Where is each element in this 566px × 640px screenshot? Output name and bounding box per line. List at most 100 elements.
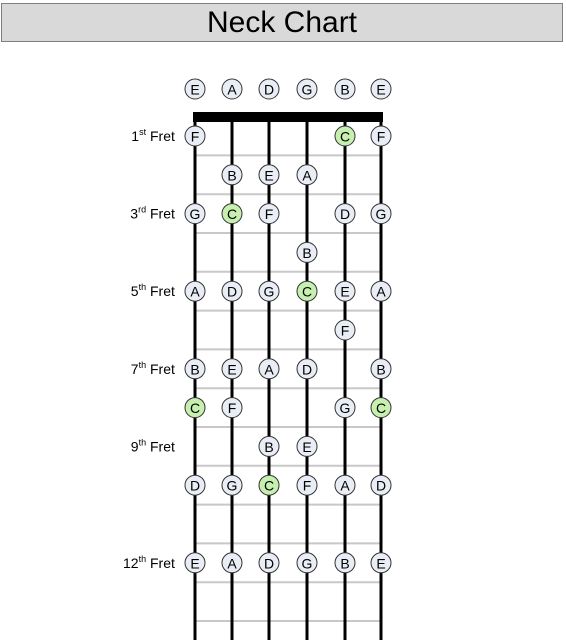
note-label: E	[264, 167, 273, 183]
note-circle	[258, 435, 280, 457]
note-circle	[258, 280, 280, 302]
note-label: D	[264, 82, 274, 98]
note-label: A	[227, 82, 237, 98]
note-label: E	[227, 361, 236, 377]
note-label: G	[302, 82, 313, 98]
note-circle	[334, 397, 356, 419]
note-circle	[296, 164, 318, 186]
note-label: C	[190, 400, 200, 416]
note-label: C	[302, 284, 312, 300]
fretted-note: D	[296, 358, 318, 380]
note-label: A	[227, 555, 237, 571]
fretted-note: F	[258, 203, 280, 225]
fretted-note: G	[184, 203, 206, 225]
fretted-note: B	[184, 358, 206, 380]
note-circle	[334, 125, 356, 147]
fretted-note: E	[296, 435, 318, 457]
note-circle	[334, 319, 356, 341]
note-circle	[184, 203, 206, 225]
note-label: F	[303, 478, 312, 494]
note-circle	[258, 552, 280, 574]
fretted-note: B	[221, 164, 243, 186]
fretted-note: B	[370, 358, 392, 380]
note-circle	[221, 397, 243, 419]
fretted-note: A	[258, 358, 280, 380]
fret-label: 12th Fret	[123, 554, 175, 571]
fretted-note: B	[258, 435, 280, 457]
note-label: A	[302, 167, 312, 183]
note-circle	[296, 280, 318, 302]
fretted-note: F	[221, 397, 243, 419]
note-label: E	[376, 555, 385, 571]
note-circle	[334, 280, 356, 302]
open-string-note: E	[370, 78, 392, 100]
note-circle	[221, 280, 243, 302]
fretted-notes: F C F B E A G C F D G B A D G C E A F B E A D B C F G C B E D G C F A D E A D G…	[184, 125, 392, 574]
fretted-note: F	[334, 319, 356, 341]
note-circle	[296, 241, 318, 263]
fretted-note: G	[370, 203, 392, 225]
note-circle	[258, 164, 280, 186]
fret-label: 5th Fret	[131, 282, 175, 299]
fret-labels: 1st Fret 3rd Fret 5th Fret 7th Fret 9th Fret…	[123, 127, 175, 571]
note-label: E	[302, 439, 311, 455]
fretted-note: A	[221, 552, 243, 574]
fretted-note: E	[184, 552, 206, 574]
note-circle	[370, 280, 392, 302]
note-label: B	[302, 245, 311, 261]
fretted-note: D	[370, 474, 392, 496]
fretted-note: C	[296, 280, 318, 302]
note-label: D	[227, 284, 237, 300]
note-circle	[334, 203, 356, 225]
note-label: F	[265, 206, 274, 222]
note-label: D	[302, 361, 312, 377]
fret-label: 9th Fret	[131, 437, 175, 454]
note-circle	[184, 358, 206, 380]
note-label: G	[190, 206, 201, 222]
note-circle	[296, 78, 318, 100]
note-circle	[221, 552, 243, 574]
note-circle	[370, 125, 392, 147]
fret-label: 3rd Fret	[130, 205, 175, 222]
fretted-note: F	[370, 125, 392, 147]
open-string-note: A	[221, 78, 243, 100]
fretted-note: C	[334, 125, 356, 147]
note-label: B	[376, 361, 385, 377]
fretted-note: C	[221, 203, 243, 225]
note-circle	[296, 358, 318, 380]
note-circle	[184, 125, 206, 147]
note-label: E	[190, 555, 199, 571]
fret-label: 7th Fret	[131, 360, 175, 377]
note-circle	[184, 397, 206, 419]
fretted-note: D	[184, 474, 206, 496]
fretted-note: G	[296, 552, 318, 574]
note-circle	[258, 203, 280, 225]
note-circle	[221, 78, 243, 100]
note-circle	[258, 474, 280, 496]
note-label: E	[376, 82, 385, 98]
page-title: Neck Chart	[206, 5, 358, 39]
note-label: B	[340, 555, 349, 571]
note-circle	[221, 474, 243, 496]
note-circle	[184, 78, 206, 100]
note-circle	[334, 474, 356, 496]
note-circle	[221, 203, 243, 225]
note-circle	[184, 280, 206, 302]
note-label: E	[340, 284, 349, 300]
note-label: F	[191, 129, 200, 145]
note-label: B	[264, 439, 273, 455]
note-label: A	[340, 478, 350, 494]
note-label: G	[340, 400, 351, 416]
fretted-note: A	[184, 280, 206, 302]
note-circle	[370, 358, 392, 380]
note-circle	[334, 78, 356, 100]
note-circle	[296, 552, 318, 574]
fretted-note: C	[258, 474, 280, 496]
note-label: F	[377, 129, 386, 145]
nut-bar	[193, 112, 383, 122]
fretted-note: C	[184, 397, 206, 419]
fretted-note: G	[334, 397, 356, 419]
note-label: D	[190, 478, 200, 494]
fret-lines	[195, 154, 381, 622]
